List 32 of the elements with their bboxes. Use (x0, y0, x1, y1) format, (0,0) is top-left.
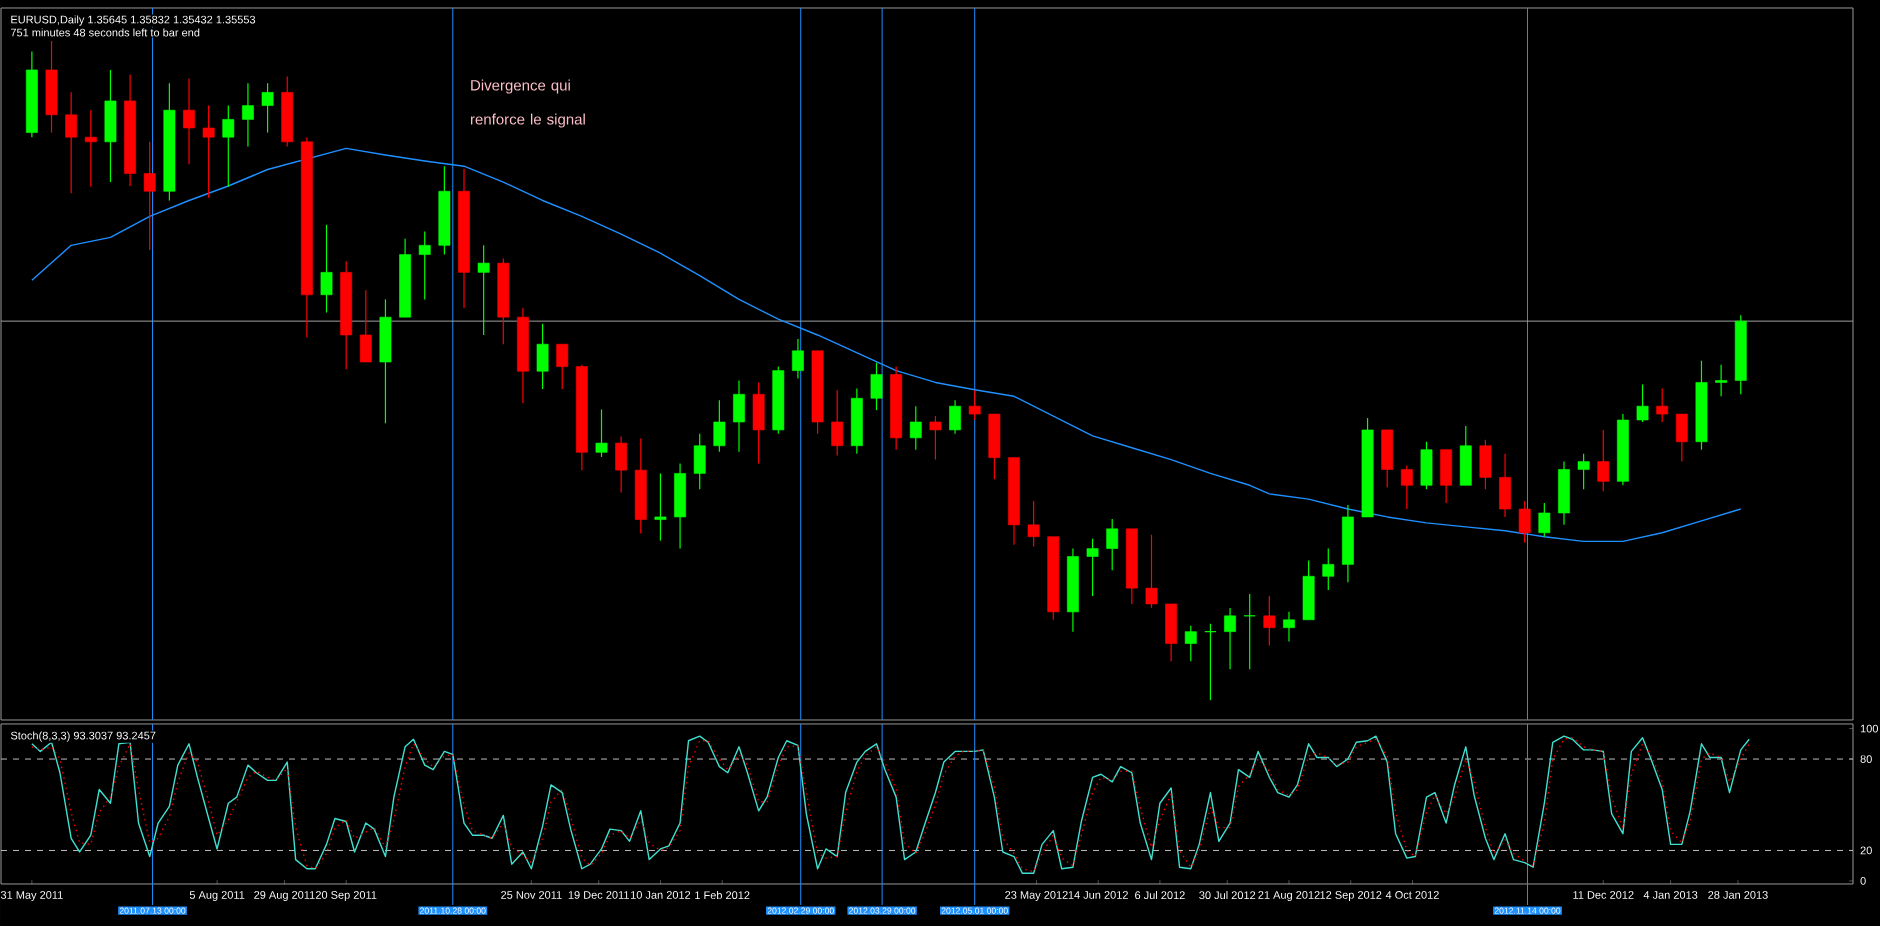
x-tick-label: 4 Jan 2013 (1643, 891, 1698, 899)
y-tick-label: 100 (1860, 724, 1878, 733)
x-tick-label: 5 Aug 2011 (189, 891, 245, 902)
x-tick-label: 29 Aug 2011 (254, 891, 315, 902)
x-tick-label: 25 Nov 2011 (501, 891, 562, 899)
ref-line-label: 2012.02.29 00:00 (767, 907, 834, 914)
ref-line-label: 2012.05.01 00:00 (941, 907, 1008, 914)
x-tick-label: 6 Jul 2012 (1135, 891, 1185, 900)
x-tick-label: 1 Feb 2012 (695, 891, 750, 900)
y-tick-label: 0 (1860, 877, 1866, 885)
text: Stoch(8,3,3) 93.3037 93.2457 (10, 731, 156, 742)
x-tick-label: 23 May 2012 (1005, 891, 1068, 902)
x-tick-label: 21 Aug 2012 (1258, 891, 1320, 902)
ref-line-label: 2012.03.29 00:00 (849, 907, 916, 914)
x-tick-label: 11 Dec 2012 (1573, 891, 1634, 899)
x-tick-label: 20 Sep 2011 (315, 891, 377, 902)
x-tick-label: 31 May 2011 (0, 891, 63, 902)
x-tick-label: 30 Jul 2012 (1199, 891, 1256, 900)
x-tick-label: 12 Sep 2012 (1320, 891, 1382, 902)
chart-title: EURUSD,Daily 1.35645 1.35832 1.35432 1.35553 (11, 15, 256, 26)
x-tick-label: 19 Dec 2011 (568, 891, 629, 899)
text: Divergence qui renforce le signal (470, 79, 585, 128)
x-tick-label: 4 Oct 2012 (1385, 891, 1439, 899)
y-tick-label: 20 (1860, 846, 1872, 855)
y-tick-label: 80 (1860, 755, 1872, 763)
x-tick-label: 14 Jun 2012 (1068, 891, 1128, 899)
ref-line-label: 2011.07.13 00:00 (119, 907, 186, 914)
ref-line-label: 2012.11.14 00:00 (1494, 907, 1561, 914)
ref-line-label: 2011.10.28 00:00 (420, 907, 486, 914)
x-tick-label: 28 Jan 2013 (1708, 891, 1768, 899)
x-tick-label: 10 Jan 2012 (631, 891, 691, 899)
chart-subtitle: 751 minutes 48 seconds left to bar end (10, 28, 200, 37)
